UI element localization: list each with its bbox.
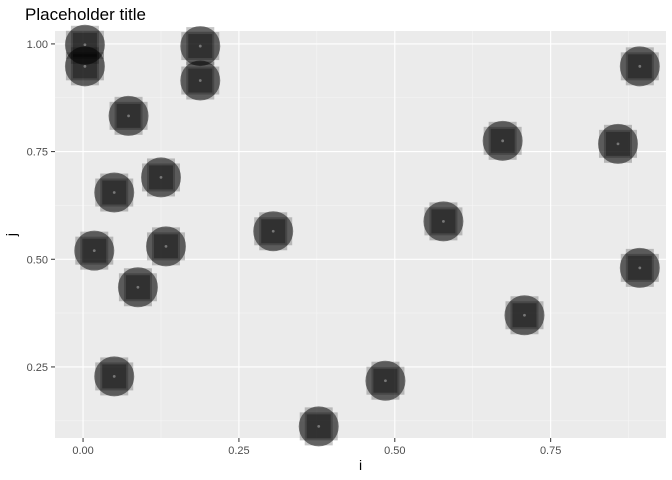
x-tick-label: 0.00 <box>72 445 93 457</box>
point-center-dot <box>112 375 116 378</box>
x-tick-label: 0.50 <box>384 445 405 457</box>
point-center-dot <box>616 142 620 146</box>
y-tick-label: 0.75 <box>27 147 48 159</box>
point-center-dot <box>164 244 168 248</box>
point-center-dot <box>271 229 275 233</box>
data-point <box>94 356 135 397</box>
point-center-dot <box>198 79 202 82</box>
data-point <box>74 230 115 271</box>
point-center-dot <box>384 379 387 383</box>
x-axis: 0.00 0.25 0.50 0.75 <box>72 438 561 457</box>
point-center-dot <box>83 43 87 47</box>
point-center-dot <box>638 266 642 270</box>
point-center-dot <box>198 44 202 48</box>
data-point <box>365 360 406 401</box>
data-point <box>180 60 221 101</box>
data-point <box>180 26 221 67</box>
data-point <box>94 172 135 213</box>
chart-title: Placeholder title <box>25 5 146 24</box>
y-tick-label: 1.00 <box>27 39 48 51</box>
y-axis: 0.25 0.50 0.75 1.00 <box>27 39 55 374</box>
data-point <box>619 247 660 288</box>
y-tick-label: 0.25 <box>27 362 48 374</box>
data-point <box>504 295 545 336</box>
data-point <box>298 406 339 447</box>
point-center-dot <box>92 249 96 253</box>
data-point <box>597 123 638 164</box>
grid-lines <box>55 31 666 438</box>
data-point <box>619 46 660 87</box>
point-center-dot <box>127 114 130 118</box>
data-points <box>64 24 660 447</box>
x-axis-title: i <box>359 457 362 473</box>
point-center-dot <box>136 285 140 289</box>
x-tick-label: 0.75 <box>540 445 561 457</box>
point-center-dot <box>442 219 445 223</box>
data-point <box>253 211 294 252</box>
point-center-dot <box>523 313 526 317</box>
point-center-dot <box>159 176 163 179</box>
point-center-dot <box>638 64 642 68</box>
x-tick-label: 0.25 <box>228 445 249 457</box>
data-point <box>64 46 105 87</box>
data-point <box>145 226 186 267</box>
y-tick-label: 0.50 <box>27 254 48 266</box>
data-point <box>117 267 158 308</box>
data-point <box>108 95 149 136</box>
plot-panel <box>55 31 666 438</box>
y-axis-title: j <box>3 233 19 237</box>
point-center-dot <box>501 139 505 143</box>
data-point <box>482 120 523 161</box>
point-center-dot <box>112 191 116 194</box>
data-point <box>423 201 464 242</box>
point-center-dot <box>317 424 321 428</box>
point-center-dot <box>83 64 87 68</box>
data-point <box>140 157 181 198</box>
